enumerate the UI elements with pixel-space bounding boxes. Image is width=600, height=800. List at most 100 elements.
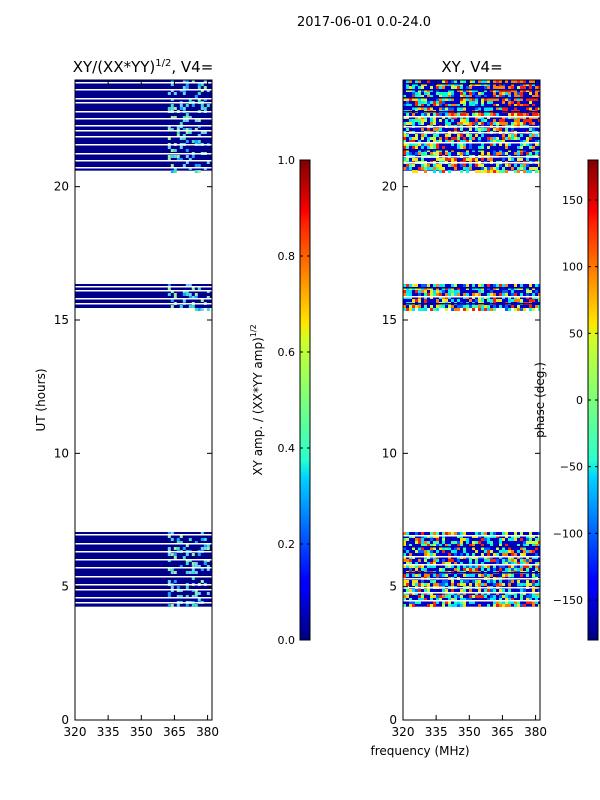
phase-speckle [490, 293, 493, 296]
phase-speckle [493, 604, 496, 607]
amp-speckle [200, 107, 204, 110]
phase-speckle [460, 98, 463, 101]
phase-speckle [529, 284, 532, 287]
phase-speckle [496, 583, 499, 586]
phase-speckle [517, 98, 520, 101]
phase-speckle [469, 158, 472, 161]
phase-speckle [520, 146, 523, 149]
phase-speckle [475, 559, 478, 562]
phase-speckle [463, 601, 466, 604]
amp-gap-line [75, 597, 212, 599]
phase-speckle [430, 565, 433, 568]
phase-speckle [514, 538, 517, 541]
phase-speckle [424, 293, 427, 296]
phase-speckle [439, 170, 442, 173]
phase-speckle [538, 562, 540, 565]
phase-speckle [442, 290, 445, 293]
phase-speckle [526, 538, 529, 541]
phase-speckle [493, 113, 496, 116]
phase-speckle [439, 598, 442, 601]
phase-speckle [499, 152, 502, 155]
phase-speckle [403, 104, 406, 107]
amp-speckle [173, 116, 177, 119]
phase-speckle [484, 80, 487, 83]
phase-speckle [421, 595, 424, 598]
phase-speckle [517, 562, 520, 565]
phase-speckle [472, 80, 475, 83]
phase-speckle [439, 86, 442, 89]
phase-speckle [424, 290, 427, 293]
phase-speckle [445, 134, 448, 137]
phase-speckle [451, 305, 454, 308]
amp-speckle [194, 95, 198, 98]
phase-speckle [451, 164, 454, 167]
phase-speckle [430, 290, 433, 293]
phase-speckle [433, 113, 436, 116]
phase-speckle [424, 152, 427, 155]
phase-speckle [442, 92, 445, 95]
phase-speckle [445, 137, 448, 140]
phase-speckle [466, 305, 469, 308]
phase-speckle [469, 574, 472, 577]
amp-speckle [185, 80, 189, 83]
phase-speckle [433, 146, 436, 149]
phase-speckle [454, 293, 457, 296]
phase-speckle [475, 104, 478, 107]
phase-speckle [499, 601, 502, 604]
phase-speckle [517, 146, 520, 149]
phase-speckle [529, 550, 532, 553]
phase-speckle [460, 589, 463, 592]
phase-speckle [511, 580, 514, 583]
phase-speckle [478, 107, 481, 110]
phase-speckle [469, 559, 472, 562]
phase-speckle [520, 308, 523, 311]
phase-speckle [436, 113, 439, 116]
phase-speckle [409, 167, 412, 170]
amp-gap-line [75, 551, 212, 553]
amp-speckle [185, 562, 189, 565]
phase-speckle [412, 589, 415, 592]
amp-gap-line [75, 160, 212, 162]
amp-gap-line [75, 102, 212, 104]
phase-speckle [463, 80, 466, 83]
phase-speckle [472, 574, 475, 577]
amp-ytick-label-0: 0 [61, 713, 69, 727]
phase-speckle [469, 305, 472, 308]
amp-speckle [170, 586, 174, 589]
phase-speckle [505, 137, 508, 140]
amp-plot-frame [74, 79, 213, 721]
phase-speckle [505, 143, 508, 146]
phase-speckle [511, 101, 514, 104]
phase-speckle [418, 598, 421, 601]
phase-speckle [433, 553, 436, 556]
phase-speckle [475, 532, 478, 535]
phase-speckle [406, 98, 409, 101]
phase-speckle [460, 164, 463, 167]
phase-speckle [520, 574, 523, 577]
phase-speckle [538, 284, 540, 287]
phase-speckle [505, 107, 508, 110]
phase-colorbar-tick-label-4: 50 [569, 327, 583, 340]
phase-speckle [514, 568, 517, 571]
phase-speckle [427, 140, 430, 143]
amp-speckle [170, 553, 174, 556]
phase-speckle [421, 158, 424, 161]
phase-speckle [448, 595, 451, 598]
phase-speckle [403, 574, 406, 577]
amp-speckle [185, 149, 189, 152]
amp-speckle [170, 104, 174, 107]
phase-speckle [448, 290, 451, 293]
phase-speckle [439, 583, 442, 586]
phase-speckle [463, 164, 466, 167]
phase-speckle [493, 553, 496, 556]
phase-speckle [439, 595, 442, 598]
phase-speckle [478, 290, 481, 293]
phase-speckle [439, 140, 442, 143]
phase-speckle [430, 143, 433, 146]
phase-speckle [535, 565, 538, 568]
phase-speckle [415, 574, 418, 577]
phase-speckle [454, 308, 457, 311]
phase-speckle [511, 553, 514, 556]
phase-speckle [406, 167, 409, 170]
